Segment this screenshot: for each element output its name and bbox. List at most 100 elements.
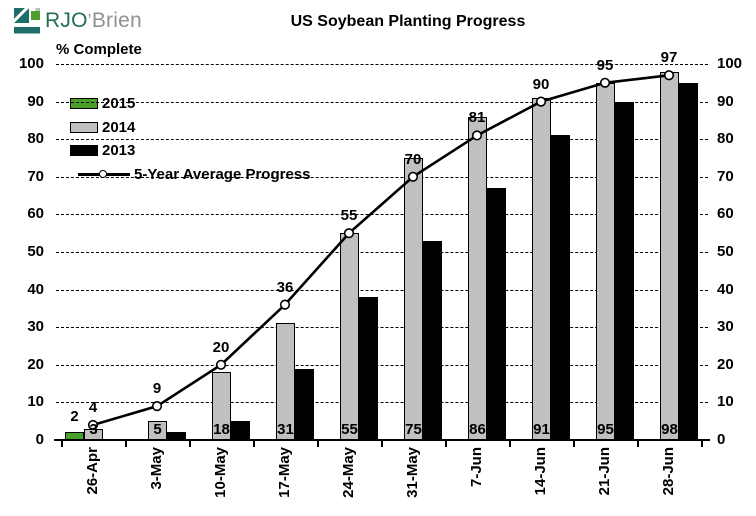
x-axis-tick-1 <box>125 441 127 447</box>
bar-2013-7-Jun <box>486 188 506 440</box>
average-value-label-17-May: 36 <box>276 278 294 296</box>
average-progress-marker-10-May <box>215 359 227 370</box>
x-tick-label-28-Jun: 28-Jun <box>660 447 677 496</box>
bar-value-label-2014-21-Jun: 95 <box>597 421 614 438</box>
bar-value-label-2014-7-Jun: 86 <box>469 421 486 438</box>
y-tick-label-left-80: 80 <box>27 130 44 148</box>
bar-value-label-2014-28-Jun: 98 <box>661 421 678 438</box>
chart-title: US Soybean Planting Progress <box>290 13 526 30</box>
gridline-10 <box>56 402 708 404</box>
y-tick-label-left-20: 20 <box>27 355 44 373</box>
average-progress-marker-14-Jun <box>535 96 547 107</box>
bar-2013-14-Jun <box>550 135 570 440</box>
x-tick-label-21-Jun: 21-Jun <box>596 447 613 496</box>
x-tick-label-10-May: 10-May <box>212 447 229 498</box>
average-progress-marker-3-May <box>151 401 163 412</box>
y-tick-label-left-10: 10 <box>27 393 44 411</box>
average-value-label-21-Jun: 95 <box>596 56 614 74</box>
x-tick-label-14-Jun: 14-Jun <box>532 447 549 496</box>
average-value-label-7-Jun: 81 <box>468 109 486 127</box>
y-tick-label-left-50: 50 <box>27 243 44 260</box>
x-axis-tick-6 <box>445 441 447 447</box>
y-tick-label-right-60: 60 <box>717 205 734 223</box>
average-value-label-10-May: 20 <box>212 338 230 356</box>
y-tick-label-right-20: 20 <box>717 355 734 373</box>
legend-item-2013: 2013 <box>70 142 135 159</box>
y-tick-label-right-90: 90 <box>717 92 734 110</box>
y-tick-label-right-40: 40 <box>717 280 734 298</box>
legend-label-2013: 2013 <box>102 142 136 159</box>
y-tick-label-left-30: 30 <box>27 318 44 336</box>
y-tick-label-right-10: 10 <box>717 393 734 411</box>
x-tick-label-7-Jun: 7-Jun <box>468 447 485 488</box>
x-axis-tick-10 <box>701 441 703 447</box>
x-axis-tick-0 <box>61 441 63 447</box>
x-axis-tick-5 <box>381 441 383 447</box>
bar-value-label-2014-3-May: 5 <box>153 421 162 438</box>
average-value-label-3-May: 9 <box>152 380 162 398</box>
legend-swatch-2013 <box>70 145 98 156</box>
average-value-label-26-Apr: 4 <box>88 398 98 416</box>
y-tick-label-left-90: 90 <box>27 92 44 110</box>
average-value-label-28-Jun: 97 <box>660 49 678 67</box>
gridline-50 <box>56 252 708 253</box>
bar-2013-28-Jun <box>678 82 698 440</box>
y-tick-label-right-0: 0 <box>717 431 726 448</box>
logo-text-rjo: RJO <box>45 9 88 32</box>
y-tick-label-right-100: 100 <box>717 55 743 72</box>
y-tick-label-right-80: 80 <box>717 130 734 148</box>
bar-2013-24-May <box>358 297 378 440</box>
rjo-brien-logo-text: RJO’Brien <box>45 9 142 33</box>
bar-value-label-2015-26-Apr: 2 <box>70 408 79 426</box>
x-tick-label-17-May: 17-May <box>276 447 293 498</box>
gridline-20 <box>56 364 708 366</box>
y-axis-caption: % Complete <box>56 41 142 58</box>
bar-value-label-2014-17-May: 31 <box>277 421 294 438</box>
y-tick-label-right-50: 50 <box>717 243 734 260</box>
legend-swatch-2015 <box>70 98 98 109</box>
bar-value-label-2014-10-May: 18 <box>213 421 230 438</box>
y-tick-label-left-100: 100 <box>18 55 44 72</box>
average-progress-marker-26-Apr <box>87 419 99 431</box>
average-value-label-31-May: 70 <box>404 150 422 168</box>
y-tick-label-left-60: 60 <box>27 205 44 223</box>
x-tick-label-26-Apr: 26-Apr <box>84 447 101 495</box>
x-axis-line <box>54 439 710 441</box>
average-progress-marker-7-Jun <box>471 130 483 141</box>
y-tick-label-left-40: 40 <box>27 280 44 298</box>
y-tick-label-right-30: 30 <box>717 318 734 336</box>
gridline-80 <box>56 139 708 141</box>
bar-2013-3-May <box>166 432 186 440</box>
legend-label-5-year-average-progress: 5-Year Average Progress <box>134 165 311 183</box>
gridline-100 <box>56 64 708 65</box>
rjo-brien-logo: RJO’Brien <box>14 8 142 34</box>
bar-value-label-2014-26-Apr: 3 <box>89 421 98 438</box>
average-value-label-14-Jun: 90 <box>532 75 550 93</box>
legend-item-2014: 2014 <box>70 119 135 136</box>
bar-2013-21-Jun <box>614 101 634 440</box>
rjo-brien-logo-mark <box>14 8 40 34</box>
x-axis-tick-9 <box>637 441 639 447</box>
average-progress-marker-24-May <box>343 228 355 239</box>
bar-value-label-2014-14-Jun: 91 <box>533 421 550 438</box>
gridline-70 <box>56 176 708 178</box>
legend-item-2015: 2015 <box>70 95 135 112</box>
bar-value-label-2014-24-May: 55 <box>341 421 358 438</box>
y-tick-label-left-0: 0 <box>35 431 44 448</box>
gridline-40 <box>56 289 708 291</box>
x-tick-label-31-May: 31-May <box>404 447 421 498</box>
average-progress-marker-31-May <box>407 171 419 182</box>
gridline-60 <box>56 214 708 216</box>
average-progress-marker-28-Jun <box>663 70 675 81</box>
legend-label-2015: 2015 <box>102 95 136 112</box>
average-value-label-24-May: 55 <box>340 207 358 225</box>
bar-2013-10-May <box>230 421 250 440</box>
bar-2013-31-May <box>422 240 442 440</box>
x-axis-tick-7 <box>509 441 511 447</box>
average-progress-marker-17-May <box>279 299 291 310</box>
average-progress-marker-21-Jun <box>599 77 611 88</box>
legend-label-2014: 2014 <box>102 118 136 136</box>
logo-apostrophe: ’ <box>87 11 92 31</box>
